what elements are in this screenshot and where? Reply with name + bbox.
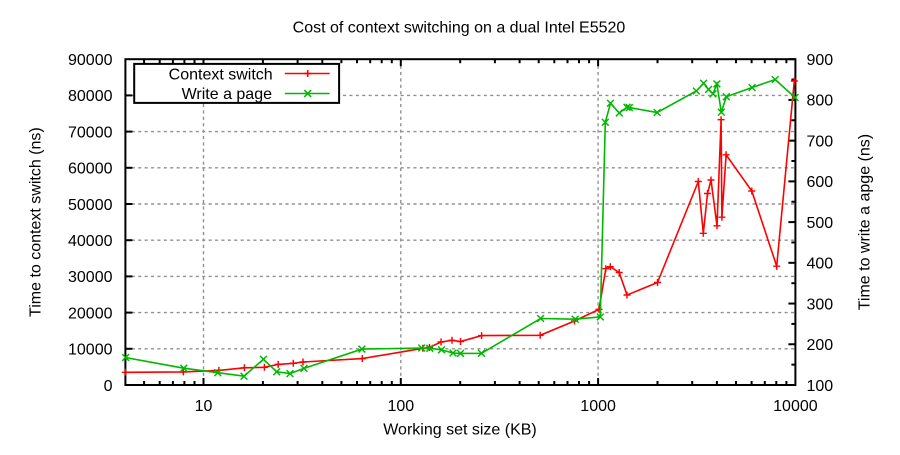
svg-text:90000: 90000	[68, 52, 113, 69]
svg-text:40000: 40000	[68, 233, 113, 250]
svg-text:1000: 1000	[580, 398, 616, 415]
svg-text:Context switch: Context switch	[169, 66, 273, 83]
svg-text:200: 200	[807, 337, 834, 354]
svg-text:80000: 80000	[68, 88, 113, 105]
svg-text:Time to context switch (ns): Time to context switch (ns)	[28, 127, 45, 317]
svg-text:900: 900	[807, 52, 834, 69]
svg-text:60000: 60000	[68, 161, 113, 178]
svg-text:Working set size (KB): Working set size (KB)	[383, 422, 537, 439]
svg-text:10000: 10000	[773, 398, 818, 415]
svg-text:600: 600	[807, 174, 834, 191]
svg-text:300: 300	[807, 296, 834, 313]
svg-text:30000: 30000	[68, 269, 113, 286]
svg-text:Time to write a apge (ns): Time to write a apge (ns)	[857, 134, 874, 310]
svg-text:100: 100	[807, 378, 834, 395]
svg-text:700: 700	[807, 133, 834, 150]
svg-text:50000: 50000	[68, 197, 113, 214]
svg-text:Cost of context switching on a: Cost of context switching on a dual Inte…	[293, 20, 626, 37]
svg-text:500: 500	[807, 215, 834, 232]
svg-text:800: 800	[807, 93, 834, 110]
svg-text:0: 0	[104, 378, 113, 395]
svg-text:400: 400	[807, 256, 834, 273]
svg-text:10000: 10000	[68, 342, 113, 359]
svg-text:Write a page: Write a page	[182, 86, 273, 103]
svg-text:10: 10	[195, 398, 213, 415]
svg-text:100: 100	[387, 398, 414, 415]
svg-text:20000: 20000	[68, 305, 113, 322]
svg-text:70000: 70000	[68, 124, 113, 141]
